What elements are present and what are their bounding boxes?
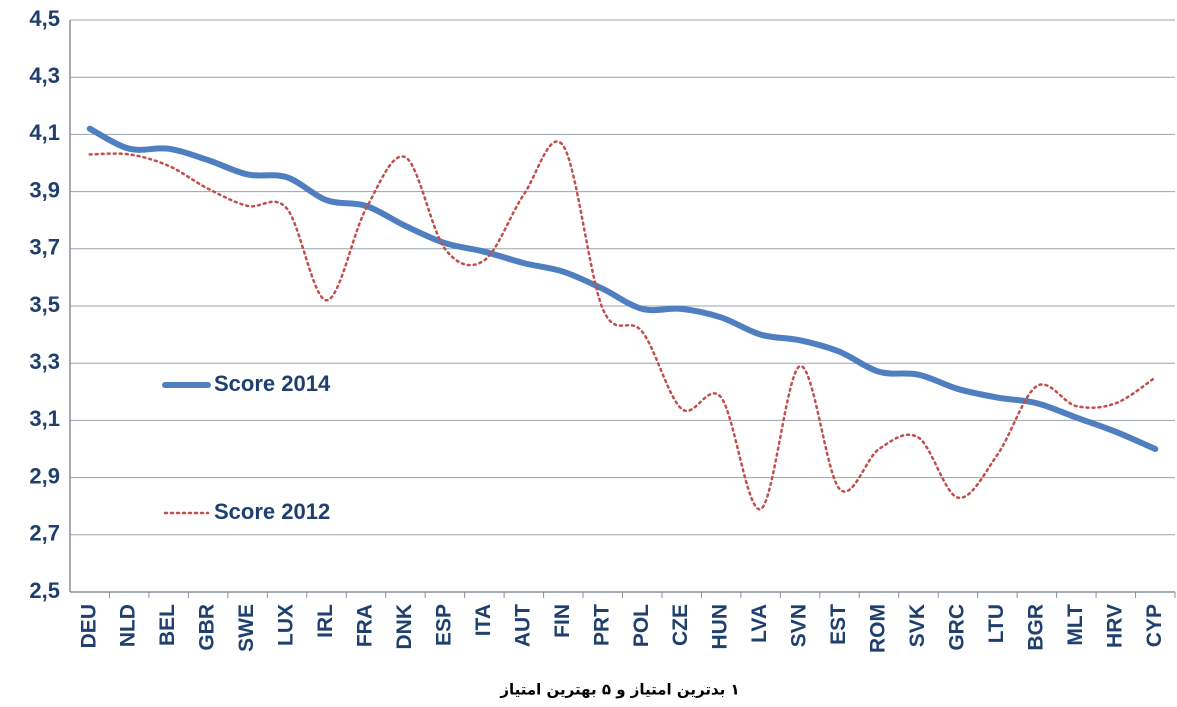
- x-tick-label: DNK: [393, 604, 416, 650]
- y-tick-label: 4,3: [29, 63, 60, 88]
- x-tick-label: FRA: [354, 604, 377, 647]
- x-tick-label: SVN: [788, 604, 811, 647]
- x-tick-label: ITA: [472, 604, 495, 636]
- x-tick-label: LVA: [748, 604, 771, 643]
- x-tick-label: EST: [827, 604, 850, 645]
- series-line: [86, 125, 1159, 452]
- y-tick-label: 3,3: [29, 349, 60, 374]
- x-tick-label: SWE: [235, 604, 258, 652]
- x-tick-label: GRC: [945, 604, 968, 651]
- y-tick-label: 3,5: [29, 292, 60, 317]
- y-tick-label: 4,1: [29, 120, 60, 145]
- x-tick-label: PRT: [590, 604, 613, 646]
- x-tick-label: LUX: [275, 604, 298, 646]
- x-tick-label: HUN: [709, 604, 732, 650]
- x-tick-label: CYP: [1143, 604, 1166, 647]
- y-tick-label: 4,5: [29, 6, 60, 31]
- x-tick-label: LTU: [985, 604, 1008, 643]
- y-tick-label: 3,1: [29, 406, 60, 431]
- x-tick-label: AUT: [511, 604, 534, 647]
- x-tick-label: ESP: [432, 604, 455, 646]
- x-tick-label: BGR: [1024, 604, 1047, 651]
- x-tick-label: CZE: [669, 604, 692, 646]
- x-tick-label: HRV: [1103, 604, 1126, 648]
- legend-label: Score 2014: [214, 371, 331, 396]
- x-tick-label: FIN: [551, 604, 574, 638]
- y-tick-label: 3,7: [29, 235, 60, 260]
- y-tick-label: 3,9: [29, 177, 60, 202]
- y-tick-label: 2,9: [29, 463, 60, 488]
- x-tick-label: MLT: [1064, 604, 1087, 646]
- x-tick-label: IRL: [314, 604, 337, 638]
- x-tick-label: NLD: [117, 604, 140, 647]
- x-tick-label: DEU: [77, 604, 100, 648]
- x-axis-label: ۱ بدترین امتیاز و ۵ بهترین امتیاز: [499, 681, 739, 699]
- y-tick-label: 2,7: [29, 521, 60, 546]
- x-tick-label: SVK: [906, 604, 929, 647]
- x-tick-label: POL: [630, 604, 653, 647]
- legend-label: Score 2012: [214, 499, 330, 524]
- series-line: [88, 140, 1157, 511]
- x-tick-label: GBR: [196, 604, 219, 651]
- x-tick-label: ROM: [867, 604, 890, 653]
- x-tick-label: BEL: [156, 604, 179, 646]
- y-tick-label: 2,5: [29, 578, 60, 603]
